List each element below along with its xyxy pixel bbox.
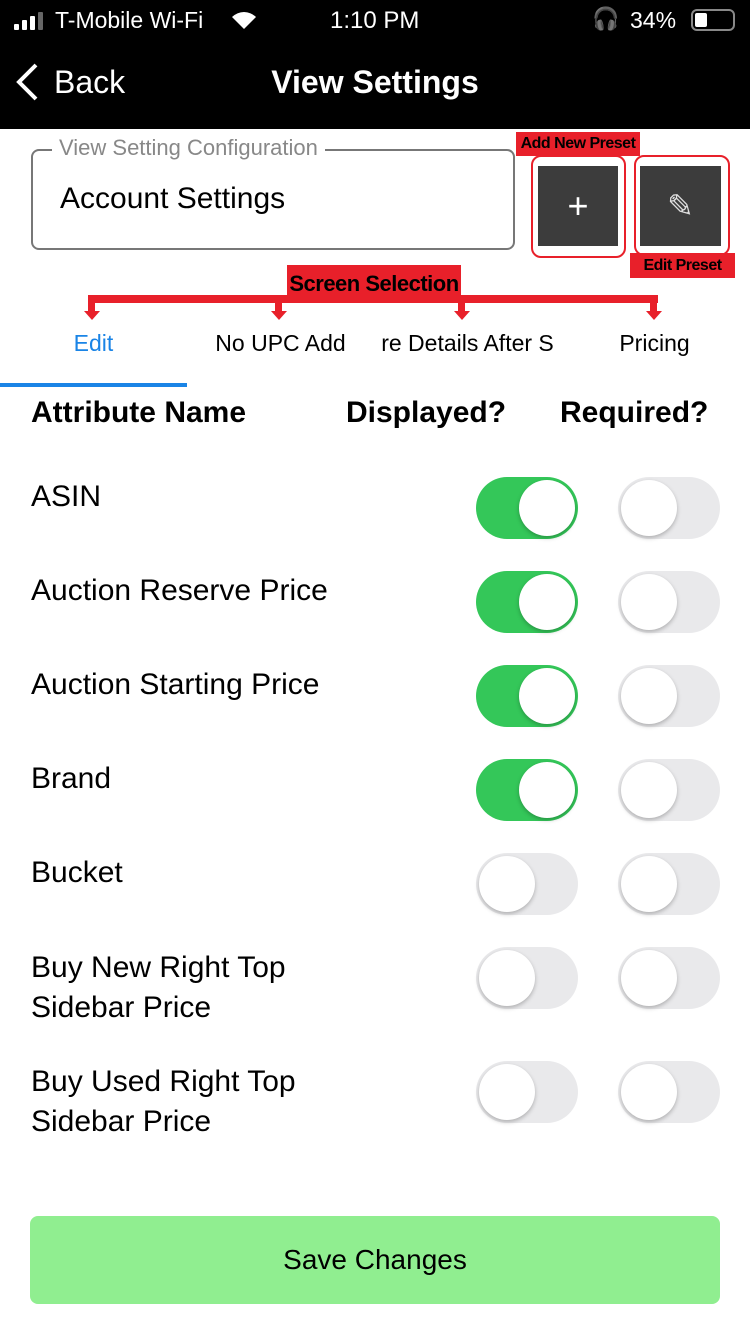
attribute-name: Auction Starting Price bbox=[31, 668, 320, 701]
back-label: Back bbox=[54, 63, 126, 100]
toggle-knob bbox=[621, 856, 677, 912]
toggle-knob bbox=[621, 668, 677, 724]
tab-no-upc-add[interactable]: No UPC Add bbox=[215, 330, 346, 356]
nav-bar: Back View Settings bbox=[0, 40, 750, 129]
attribute-name: Brand bbox=[31, 762, 112, 795]
tab-edit[interactable]: Edit bbox=[73, 330, 114, 356]
displayed-toggle[interactable] bbox=[476, 571, 578, 633]
config-legend: View Setting Configuration bbox=[52, 135, 325, 161]
attribute-name: Bucket bbox=[31, 856, 123, 889]
active-tab-indicator bbox=[0, 383, 187, 387]
tab-details-after[interactable]: re Details After S bbox=[381, 330, 554, 356]
toggle-knob bbox=[519, 668, 575, 724]
displayed-toggle[interactable] bbox=[476, 477, 578, 539]
battery-percent: 34% bbox=[630, 7, 677, 33]
toggle-knob bbox=[519, 762, 575, 818]
tab-pricing[interactable]: Pricing bbox=[619, 330, 690, 356]
toggle-knob bbox=[621, 762, 677, 818]
time: 1:10 PM bbox=[330, 7, 420, 34]
attribute-name: Buy Used Right Top Sidebar Price bbox=[31, 1065, 296, 1138]
required-toggle[interactable] bbox=[618, 853, 720, 915]
displayed-toggle[interactable] bbox=[476, 853, 578, 915]
add-new-preset-annotation: Add New Preset bbox=[516, 132, 640, 156]
required-toggle[interactable] bbox=[618, 571, 720, 633]
headphones-icon: 🎧 bbox=[592, 6, 620, 31]
add-preset-button[interactable]: + bbox=[538, 166, 618, 246]
displayed-toggle[interactable] bbox=[476, 947, 578, 1009]
toggle-knob bbox=[621, 950, 677, 1006]
required-toggle[interactable] bbox=[618, 477, 720, 539]
required-toggle[interactable] bbox=[618, 665, 720, 727]
toggle-knob bbox=[621, 1064, 677, 1120]
edit-preset-button[interactable]: ✎ bbox=[640, 166, 721, 246]
attribute-name: Auction Reserve Price bbox=[31, 574, 328, 607]
status-bar: T-Mobile Wi-Fi 1:10 PM 🎧 34% bbox=[0, 0, 750, 40]
toggle-knob bbox=[621, 574, 677, 630]
page-title: View Settings bbox=[271, 64, 479, 100]
header-required: Required? bbox=[560, 396, 709, 429]
save-changes-button[interactable]: Save Changes bbox=[30, 1216, 720, 1304]
plus-icon: + bbox=[567, 185, 589, 226]
required-toggle[interactable] bbox=[618, 1061, 720, 1123]
carrier: T-Mobile Wi-Fi bbox=[55, 7, 204, 33]
displayed-toggle[interactable] bbox=[476, 759, 578, 821]
toggle-knob bbox=[519, 480, 575, 536]
back-button[interactable]: Back bbox=[14, 62, 125, 102]
header-attribute-name: Attribute Name bbox=[31, 396, 247, 429]
displayed-toggle[interactable] bbox=[476, 665, 578, 727]
signal-icon bbox=[14, 12, 43, 30]
screen-selection-annotation: Screen Selection bbox=[287, 265, 461, 303]
toggle-knob bbox=[479, 856, 535, 912]
required-toggle[interactable] bbox=[618, 759, 720, 821]
wifi-icon bbox=[232, 12, 256, 29]
config-value: Account Settings bbox=[60, 182, 286, 215]
save-label: Save Changes bbox=[283, 1244, 467, 1275]
displayed-toggle[interactable] bbox=[476, 1061, 578, 1123]
add-preset-highlight bbox=[531, 155, 626, 258]
required-toggle[interactable] bbox=[618, 947, 720, 1009]
attribute-name: ASIN bbox=[31, 480, 102, 513]
pencil-icon: ✎ bbox=[667, 188, 694, 224]
battery-icon bbox=[691, 9, 735, 31]
header-displayed: Displayed? bbox=[346, 396, 507, 429]
toggle-knob bbox=[479, 950, 535, 1006]
edit-preset-annotation: Edit Preset bbox=[630, 253, 735, 278]
chevron-left-icon bbox=[16, 63, 38, 101]
attribute-name: Buy New Right Top Sidebar Price bbox=[31, 951, 286, 1024]
toggle-knob bbox=[479, 1064, 535, 1120]
toggle-knob bbox=[621, 480, 677, 536]
toggle-knob bbox=[519, 574, 575, 630]
